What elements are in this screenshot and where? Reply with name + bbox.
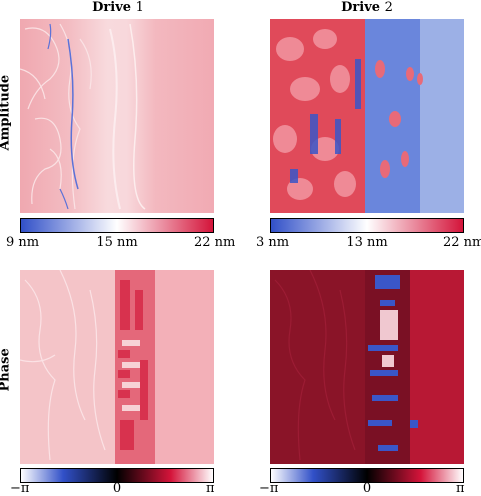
phase-drive-2-colorbar (270, 468, 464, 483)
colorbar-tick-min: −π (259, 481, 279, 496)
colorbar-tick-max: 22 nm (443, 235, 481, 250)
colorbar-tick-max: 22 nm (194, 235, 236, 250)
colorbar-tick-min: 9 nm (6, 235, 40, 250)
row-label-amplitude: Amplitude (0, 74, 13, 151)
colorbar-tick-max: π (206, 481, 215, 496)
phase-drive-1-map (20, 270, 214, 464)
colorbar-tick-mid: 15 nm (96, 235, 138, 250)
amplitude-drive-1-map (20, 19, 214, 213)
colorbar-tick-max: π (456, 481, 465, 496)
phase-drive-2-map (270, 270, 464, 464)
column-title-label: Drive (341, 0, 381, 15)
amplitude-drive-1-image (20, 19, 214, 213)
amplitude-drive-2-colorbar (270, 218, 464, 233)
phase-drive-2-image (270, 270, 464, 464)
phase-drive-1-image (20, 270, 214, 464)
colorbar-tick-mid: 13 nm (346, 235, 388, 250)
amplitude-drive-2-image (270, 19, 464, 213)
amplitude-drive-2-map (270, 19, 464, 213)
row-label-phase: Phase (0, 348, 13, 392)
column-title-number: 1 (135, 0, 144, 15)
column-title-label: Drive (92, 0, 132, 15)
colorbar-tick-mid: 0 (362, 481, 372, 496)
colorbar-tick-min: −π (10, 481, 30, 496)
column-title-drive-2: Drive 2 (287, 0, 447, 15)
colorbar-tick-min: 3 nm (256, 235, 290, 250)
amplitude-drive-1-colorbar (20, 218, 214, 233)
column-title-number: 2 (384, 0, 393, 15)
phase-drive-1-colorbar (20, 468, 214, 483)
colorbar-tick-mid: 0 (112, 481, 122, 496)
column-title-drive-1: Drive 1 (38, 0, 198, 15)
